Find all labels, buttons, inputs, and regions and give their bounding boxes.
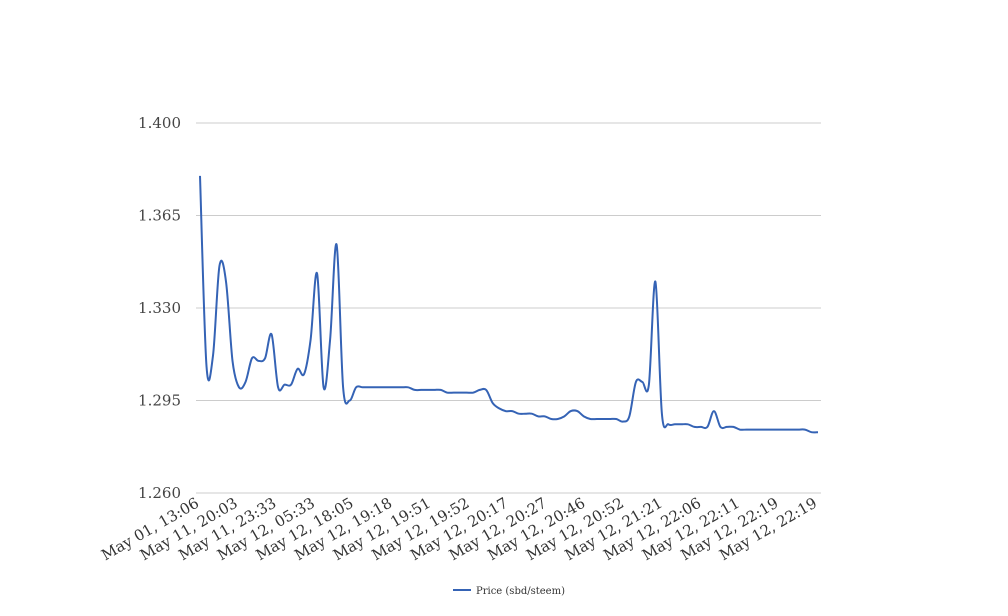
y-tick-label: 1.330 xyxy=(138,299,181,317)
y-tick-label: 1.295 xyxy=(138,392,181,410)
y-tick-label: 1.400 xyxy=(138,114,181,132)
legend: Price (sbd/steem) xyxy=(453,586,565,597)
series-group xyxy=(199,175,819,434)
y-axis-ticks: 1.260 1.295 1.330 1.365 1.400 xyxy=(138,114,181,502)
series-line-price xyxy=(199,175,819,434)
y-tick-label: 1.260 xyxy=(138,484,181,502)
legend-label-price: Price (sbd/steem) xyxy=(476,586,565,597)
grid-lines xyxy=(196,122,821,494)
y-tick-label: 1.365 xyxy=(138,207,181,225)
